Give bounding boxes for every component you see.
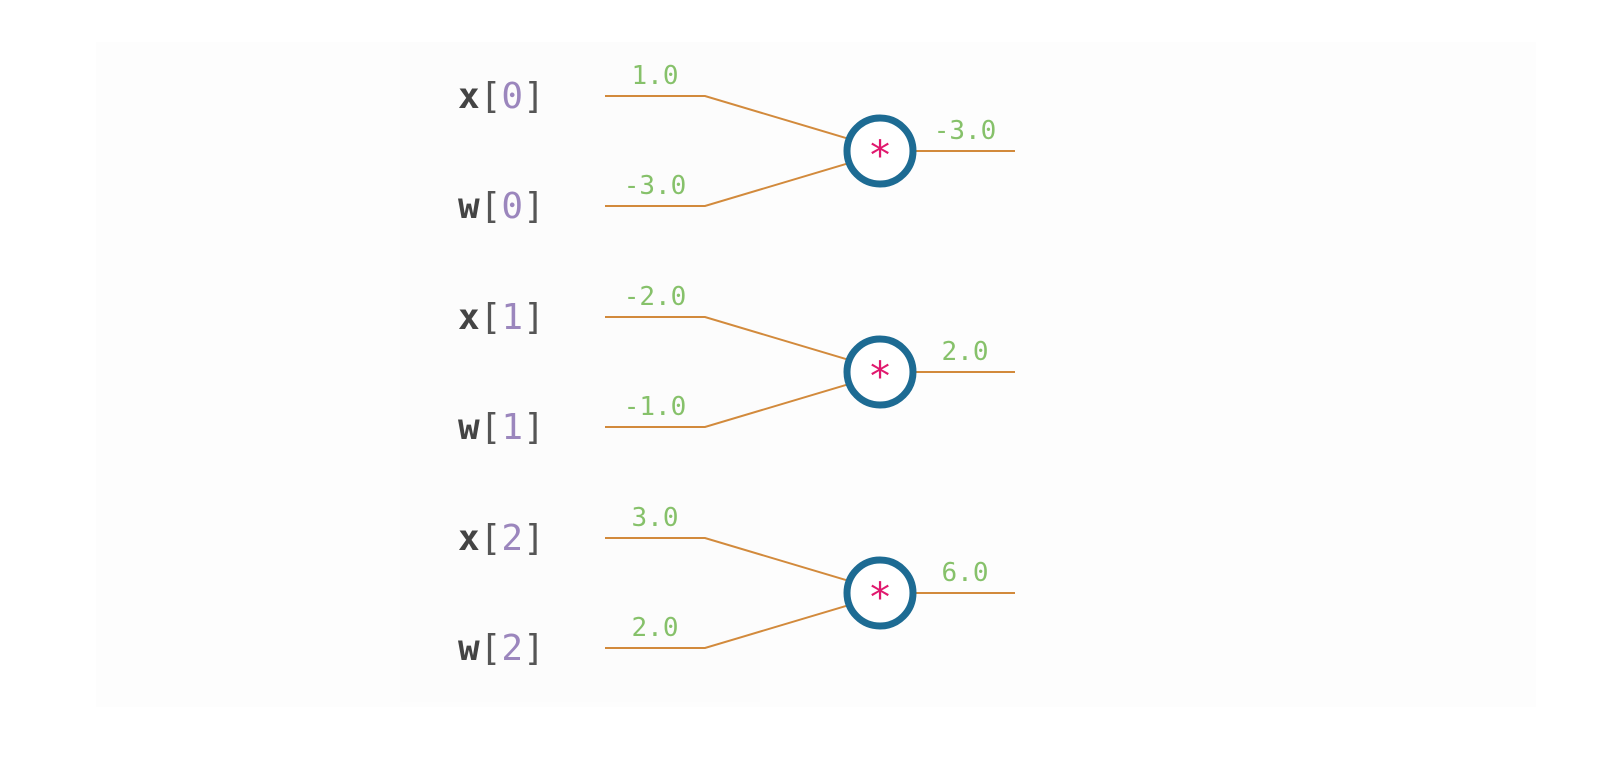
variable-index: 0 [501,76,523,117]
multiply-node [843,335,917,409]
multiply-operator: * [868,354,892,400]
variable-index: 2 [501,628,523,669]
multiply-node [843,114,917,188]
close-bracket: ] [523,297,545,338]
close-bracket: ] [523,76,545,117]
input-wire [605,316,850,361]
input-value: 3.0 [632,503,679,533]
multiply-operator: * [868,133,892,179]
variable-name: x [458,518,480,559]
open-bracket: [ [480,518,502,559]
open-bracket: [ [480,76,502,117]
input-wire [605,604,850,649]
multiply-operator: * [868,575,892,621]
input-label-x-1: x[1] [458,297,545,338]
input-wire [605,162,850,207]
variable-index: 0 [501,186,523,227]
close-bracket: ] [523,518,545,559]
gates-layer: x[0] 1.0w[0] -3.0-3.0*x[1] -2.0w[1] -1.02.0*… [458,61,1015,669]
variable-index: 1 [501,407,523,448]
output-value: 6.0 [942,558,989,588]
output-value: 2.0 [942,337,989,367]
variable-index: 1 [501,297,523,338]
variable-name: x [458,297,480,338]
open-bracket: [ [480,628,502,669]
close-bracket: ] [523,407,545,448]
background-panel-inner [400,42,760,702]
open-bracket: [ [480,297,502,338]
variable-index: 2 [501,518,523,559]
input-value: -2.0 [624,282,687,312]
open-bracket: [ [480,186,502,227]
input-label-w-0: w[0] [458,186,545,227]
input-wire [605,537,850,582]
input-value: -3.0 [624,171,687,201]
open-bracket: [ [480,407,502,448]
input-label-w-1: w[1] [458,407,545,448]
multiply-gate-2: x[2] 3.0w[2] 2.06.0* [458,503,1015,669]
input-value: 1.0 [632,61,679,91]
multiply-gate-0: x[0] 1.0w[0] -3.0-3.0* [458,61,1015,227]
close-bracket: ] [523,186,545,227]
background-panel [96,42,1536,707]
multiply-node [843,556,917,630]
input-label-x-0: x[0] [458,76,545,117]
close-bracket: ] [523,628,545,669]
variable-name: x [458,76,480,117]
variable-name: w [458,186,480,227]
input-label-x-2: x[2] [458,518,545,559]
output-value: -3.0 [934,116,997,146]
input-wire [605,383,850,428]
multiply-gate-1: x[1] -2.0w[1] -1.02.0* [458,282,1015,448]
input-value: -1.0 [624,392,687,422]
variable-name: w [458,628,480,669]
variable-name: w [458,407,480,448]
input-value: 2.0 [632,613,679,643]
input-wire [605,95,850,140]
input-label-w-2: w[2] [458,628,545,669]
